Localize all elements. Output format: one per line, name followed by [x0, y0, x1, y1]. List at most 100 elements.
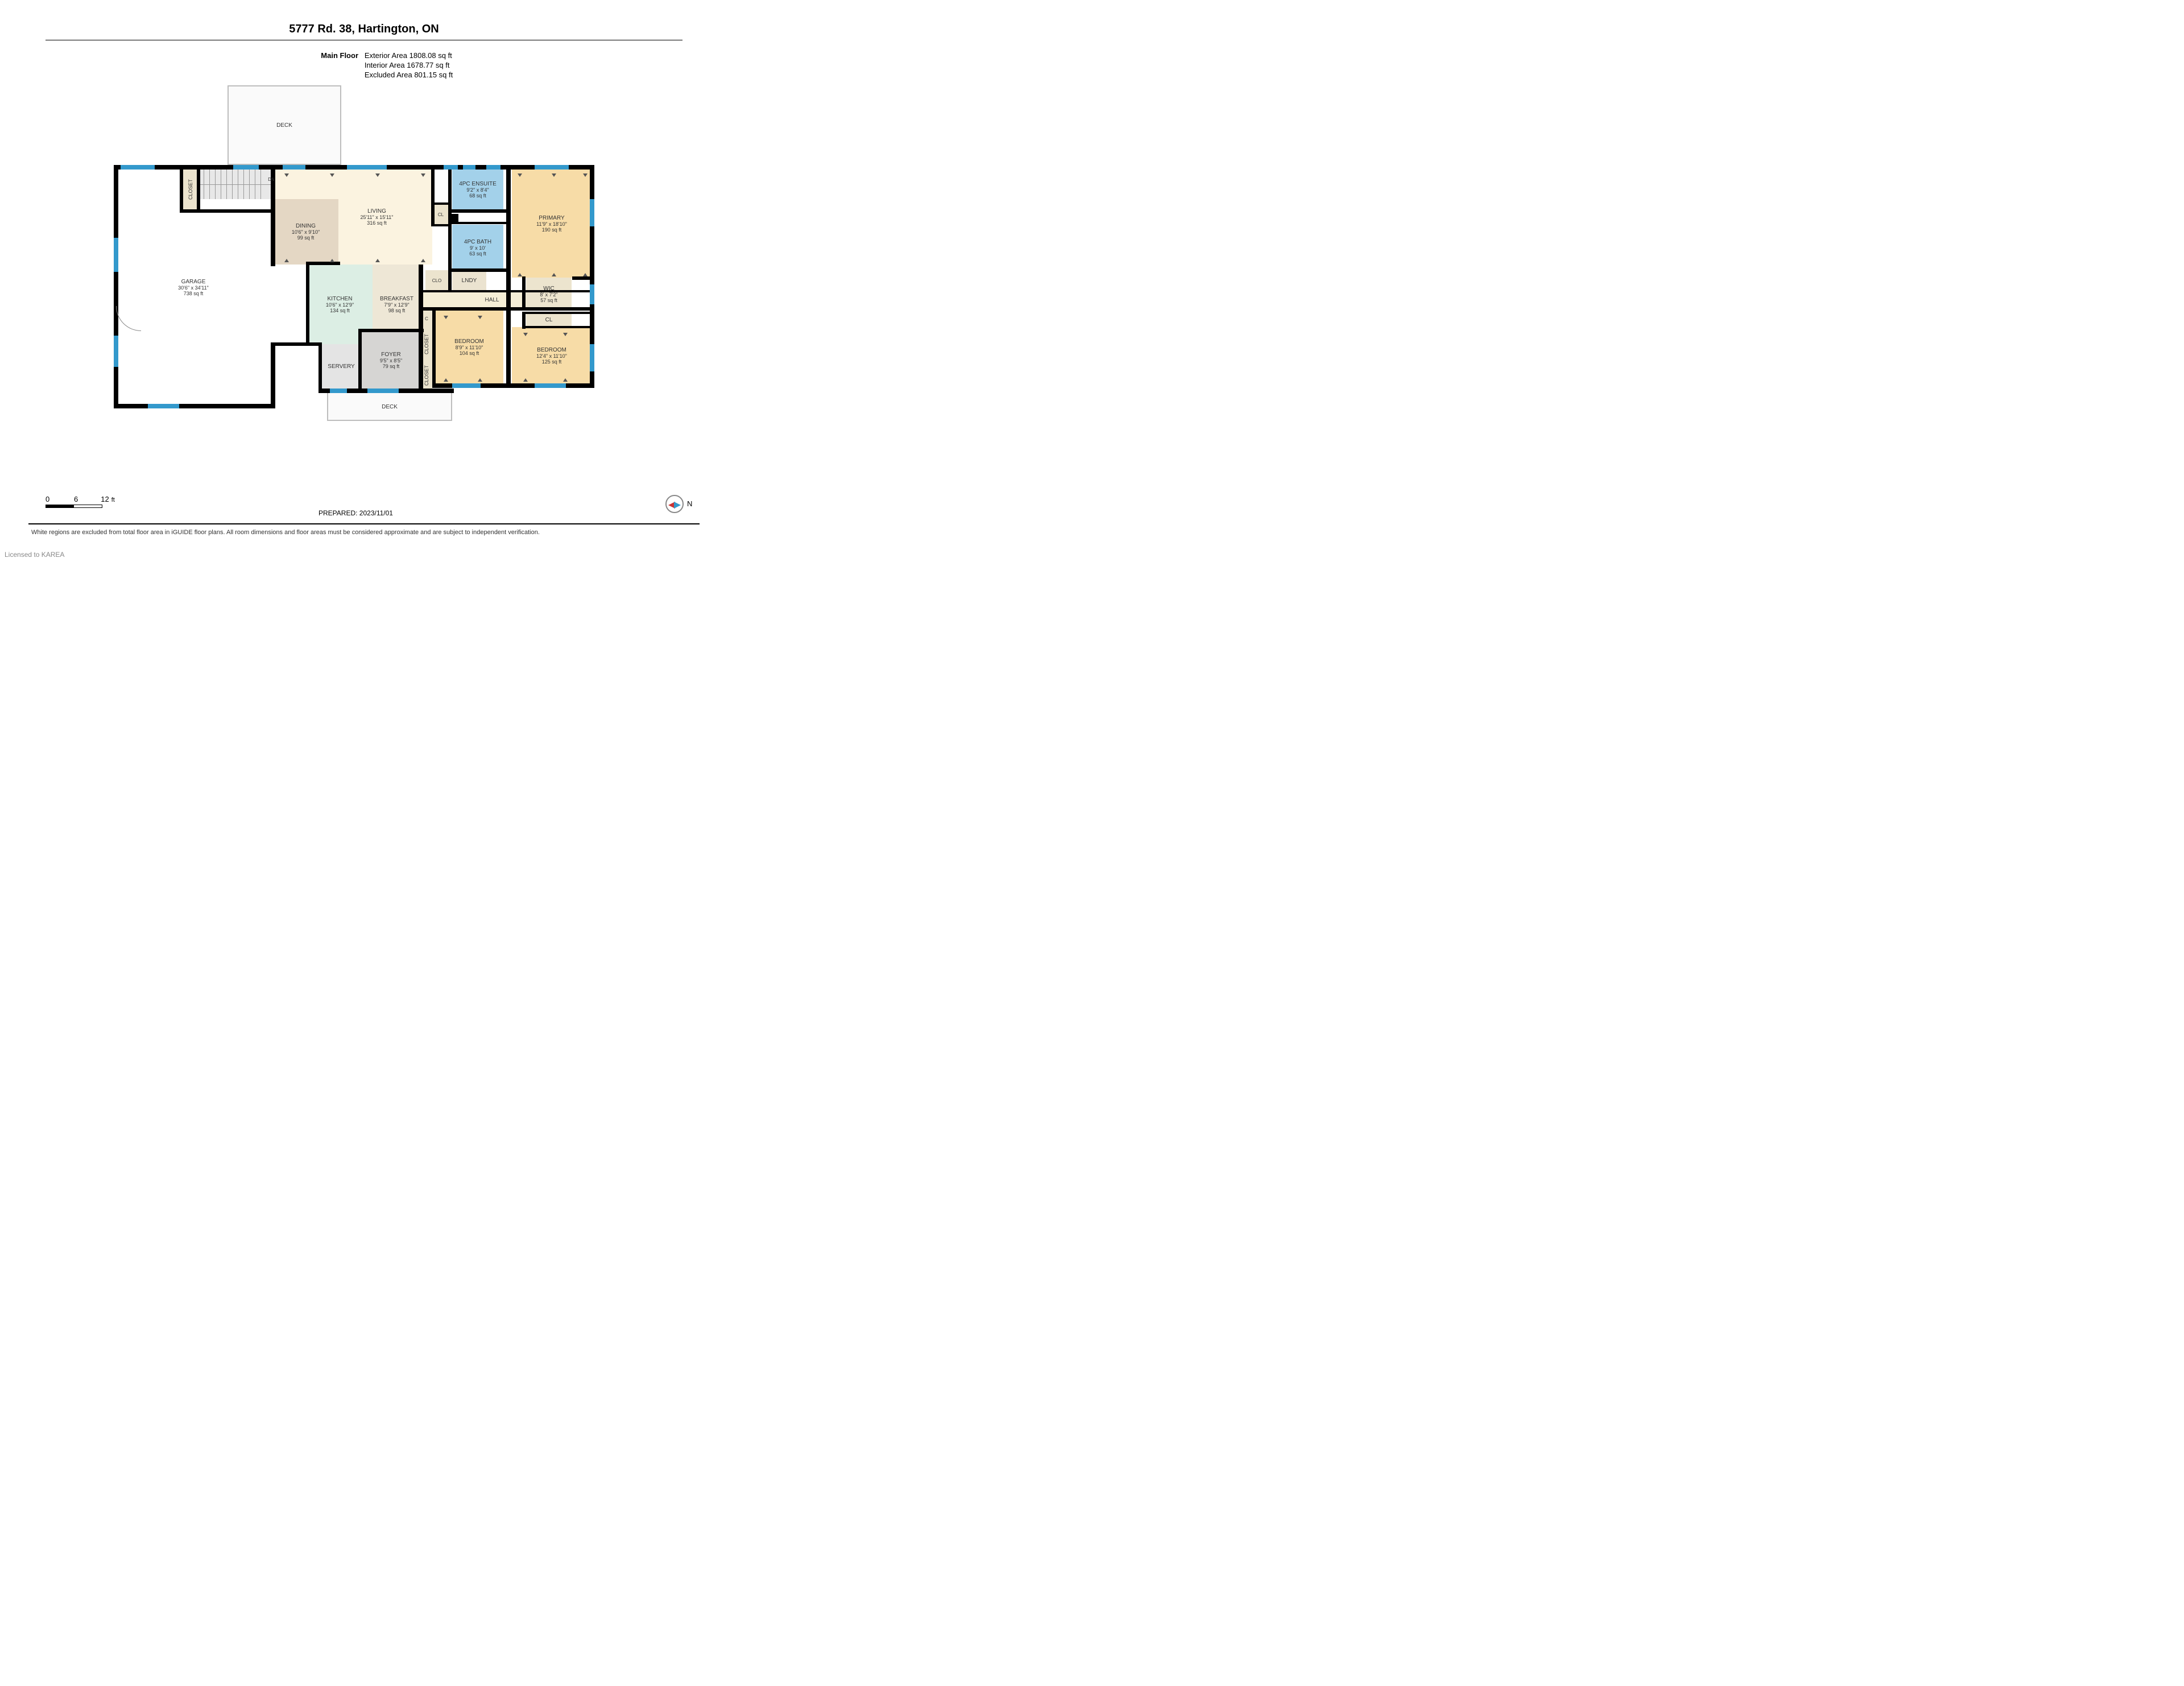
prepared-date: PREPARED: 2023/11/01 — [318, 509, 393, 517]
wall — [448, 170, 452, 292]
license-text: Licensed to KAREA — [5, 551, 64, 559]
window — [590, 284, 594, 304]
window — [444, 165, 458, 170]
room-bath — [452, 225, 503, 270]
window — [233, 165, 259, 170]
stat-label: Exterior Area — [365, 51, 407, 60]
measure-tick — [478, 378, 482, 382]
measure-tick — [552, 273, 556, 276]
measure-tick — [284, 259, 289, 262]
floor-stats: Main Floor Exterior Area 1808.08 sq ft I… — [307, 51, 453, 80]
measure-tick — [523, 378, 528, 382]
wall — [306, 262, 340, 265]
measure-tick — [330, 173, 334, 177]
measure-tick — [552, 173, 556, 177]
window — [463, 165, 475, 170]
wall — [572, 276, 592, 280]
scale-mark: 12 — [101, 495, 109, 503]
room-bedroom1 — [435, 310, 503, 384]
measure-tick — [583, 173, 588, 177]
wall — [421, 290, 592, 292]
page-title: 5777 Rd. 38, Hartington, ON — [289, 23, 439, 36]
room-cl_b2 — [526, 313, 572, 327]
measure-tick — [421, 173, 425, 177]
measure-tick — [444, 378, 448, 382]
scale-bar: 0 6 12 ft — [46, 495, 115, 508]
wall — [114, 165, 118, 408]
wall — [358, 329, 424, 332]
fixture — [449, 214, 458, 223]
wall — [421, 307, 592, 311]
wall — [358, 329, 362, 390]
window — [590, 199, 594, 226]
wall — [506, 170, 511, 387]
room-dining — [273, 199, 338, 265]
scale-unit: ft — [111, 497, 115, 503]
floor-label: Main Floor — [307, 51, 358, 60]
window — [535, 165, 569, 170]
stat-label: Excluded Area — [365, 71, 412, 79]
compass-label: N — [687, 499, 692, 508]
measure-tick — [523, 333, 528, 336]
wall — [180, 209, 275, 213]
room-wic — [526, 278, 572, 311]
window — [330, 389, 347, 393]
measure-tick — [478, 316, 482, 319]
wall — [271, 344, 275, 408]
wall — [448, 209, 508, 213]
wall — [522, 326, 592, 328]
stat-value: 1678.77 sq ft — [407, 61, 449, 69]
window — [283, 165, 305, 170]
floor-plan: DECKGARAGE30'6" x 34'11"738 sq ftCLOSETD… — [114, 85, 603, 421]
wall — [522, 276, 526, 309]
wall — [431, 203, 435, 226]
deck-region — [228, 85, 341, 165]
stat-value: 1808.08 sq ft — [410, 51, 452, 60]
wall — [197, 168, 200, 210]
room-servery — [321, 344, 361, 389]
window — [535, 383, 566, 388]
stat-value: 801.15 sq ft — [414, 71, 453, 79]
disclaimer-text: White regions are excluded from total fl… — [31, 529, 697, 536]
measure-tick — [330, 259, 334, 262]
wall — [271, 170, 275, 266]
measure-tick — [563, 378, 568, 382]
window — [452, 383, 481, 388]
room-foyer — [361, 332, 421, 389]
wall — [271, 342, 322, 346]
measure-tick — [421, 259, 425, 262]
deck-region — [327, 392, 452, 421]
stat-label: Interior Area — [365, 61, 405, 69]
room-clo_l — [425, 270, 448, 291]
wall — [431, 203, 450, 205]
window — [121, 165, 155, 170]
wall — [180, 168, 183, 210]
wall — [114, 404, 275, 408]
room-lndy — [452, 270, 486, 291]
wall — [419, 265, 423, 391]
window — [114, 336, 118, 367]
window — [114, 238, 118, 272]
window — [367, 389, 399, 393]
scale-mark: 0 — [46, 495, 51, 503]
window — [148, 404, 179, 408]
window — [590, 344, 594, 371]
divider-bottom — [28, 523, 700, 524]
window — [486, 165, 500, 170]
measure-tick — [563, 333, 568, 336]
measure-tick — [518, 173, 522, 177]
window — [347, 165, 387, 170]
wall — [318, 344, 322, 391]
wall — [432, 307, 436, 387]
compass-icon — [665, 495, 684, 513]
measure-tick — [444, 316, 448, 319]
scale-mark: 6 — [74, 495, 78, 503]
measure-tick — [375, 173, 380, 177]
measure-tick — [284, 173, 289, 177]
room-ensuite — [452, 170, 503, 209]
measure-tick — [375, 259, 380, 262]
measure-tick — [583, 273, 588, 276]
room-primary — [512, 170, 592, 278]
measure-tick — [518, 273, 522, 276]
wall — [448, 268, 508, 272]
